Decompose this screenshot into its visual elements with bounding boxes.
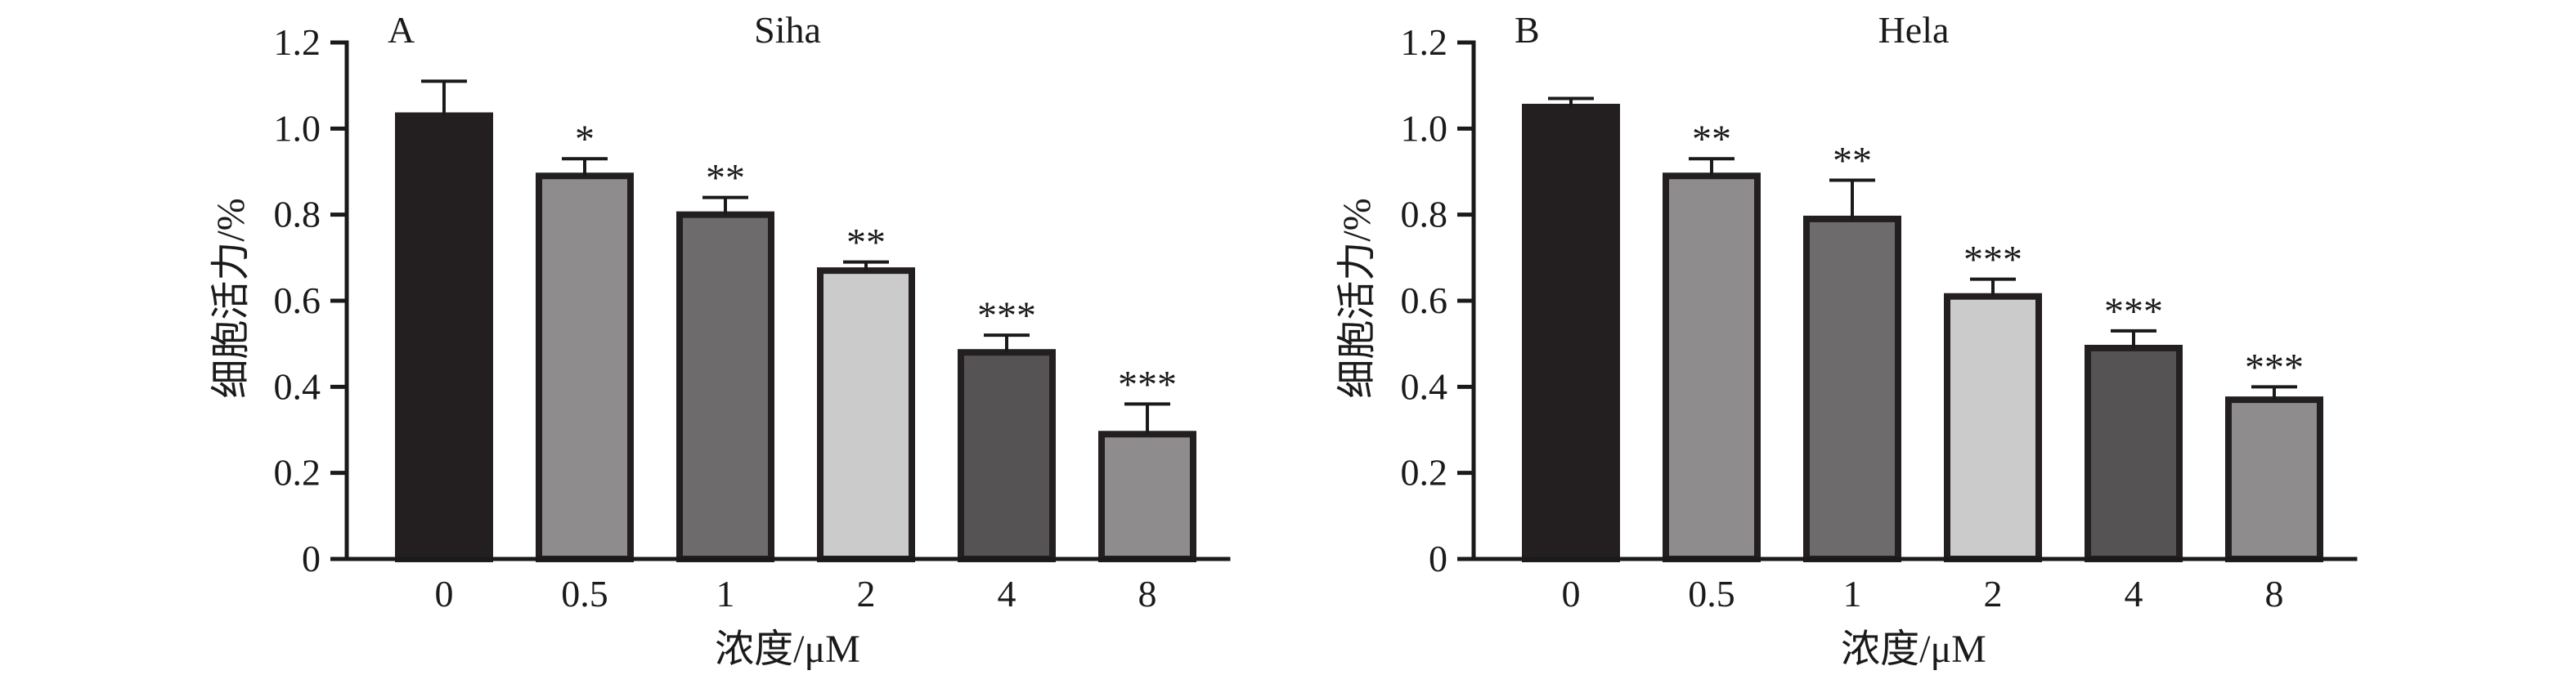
x-tick-label: 4 <box>998 573 1016 615</box>
bar <box>536 172 634 562</box>
x-tick-label: 0.5 <box>561 573 608 615</box>
x-tick-label: 0 <box>435 573 454 615</box>
panel-letter: A <box>388 9 415 51</box>
significance-label: ** <box>1692 118 1731 161</box>
y-tick-label: 1.0 <box>274 107 321 149</box>
x-tick-label: 1 <box>716 573 735 615</box>
panel-a-chart: A Siha 细胞活力/% 浓度/μM 0*0.5**1**2***4***80… <box>209 9 1231 671</box>
significance-label: *** <box>2245 346 2304 389</box>
significance-label: *** <box>1118 363 1177 406</box>
chart-title: Siha <box>754 9 821 51</box>
y-tick-label: 0.2 <box>274 452 321 494</box>
bar <box>1944 293 2042 562</box>
bar <box>1522 104 1620 562</box>
x-tick-label: 0 <box>1562 573 1581 615</box>
y-tick-label: 0.8 <box>274 194 321 235</box>
x-tick-label: 0.5 <box>1688 573 1735 615</box>
bar <box>2085 344 2183 562</box>
significance-label: *** <box>2104 290 2163 333</box>
chart-title: Hela <box>1878 9 1950 51</box>
x-tick-label: 2 <box>857 573 876 615</box>
bar <box>2225 396 2323 562</box>
bar <box>395 112 493 563</box>
x-tick-label: 1 <box>1843 573 1862 615</box>
significance-label: ** <box>706 157 745 200</box>
y-tick-label: 1.2 <box>1401 21 1448 63</box>
y-tick-label: 1.2 <box>274 21 321 63</box>
y-tick-label: 0.2 <box>1401 452 1448 494</box>
x-tick-label: 2 <box>1984 573 2003 615</box>
bar <box>1663 172 1761 562</box>
x-axis-label: 浓度/μM <box>715 628 860 671</box>
significance-label: *** <box>1963 239 2022 282</box>
significance-label: *** <box>977 294 1036 338</box>
bar <box>958 349 1056 563</box>
y-tick-label: 0.4 <box>274 365 321 407</box>
plot-area: 0 * 0.5 ** 1 ** 2 *** 4 *** 8 0 0.2 0.4 0.6 0.8 1.0 1.2 <box>274 21 1231 615</box>
x-tick-label: 8 <box>1138 573 1157 615</box>
y-tick-label: 0 <box>302 538 321 579</box>
x-axis-label: 浓度/μM <box>1841 628 1986 671</box>
bar <box>676 211 774 562</box>
y-tick-label: 1.0 <box>1401 107 1448 149</box>
x-tick-label: 4 <box>2125 573 2143 615</box>
plot-area: 0 ** 0.5 ** 1 *** 2 *** 4 *** 8 0 0.2 0.4 0.6 0.8 1.0 1.2 <box>1401 21 2358 615</box>
y-tick-label: 0.8 <box>1401 194 1448 235</box>
bar <box>817 267 915 562</box>
x-tick-label: 8 <box>2265 573 2284 615</box>
bar <box>1803 215 1901 562</box>
y-tick-label: 0.4 <box>1401 365 1448 407</box>
panel-b-chart: B Hela 细胞活力/% 浓度/μM 0 ** 0.5 ** 1 *** 2 *** 4 ***… <box>1335 9 2358 671</box>
bar <box>1098 431 1196 562</box>
significance-label: ** <box>846 221 886 265</box>
y-tick-label: 0.6 <box>1401 279 1448 321</box>
significance-label: * <box>575 118 595 161</box>
significance-label: ** <box>1833 140 1872 183</box>
panel-letter: B <box>1515 9 1540 51</box>
y-axis-label: 细胞活力/% <box>209 198 253 398</box>
y-tick-label: 0.6 <box>274 279 321 321</box>
y-axis-label: 细胞活力/% <box>1335 198 1379 398</box>
y-tick-label: 0 <box>1429 538 1447 579</box>
